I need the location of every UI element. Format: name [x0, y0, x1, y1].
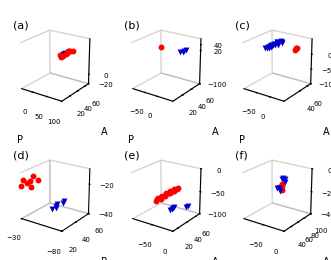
Y-axis label: A: A — [212, 127, 219, 137]
Y-axis label: A: A — [323, 257, 330, 260]
Text: (e): (e) — [124, 151, 140, 161]
Text: (d): (d) — [13, 151, 29, 161]
Y-axis label: A: A — [101, 127, 108, 137]
Y-axis label: A: A — [212, 257, 219, 260]
X-axis label: P: P — [128, 135, 134, 145]
Text: (a): (a) — [13, 21, 29, 31]
Y-axis label: P: P — [102, 257, 108, 260]
Y-axis label: A: A — [323, 127, 330, 137]
Text: (b): (b) — [124, 21, 140, 31]
Text: (c): (c) — [235, 21, 250, 31]
X-axis label: P: P — [17, 135, 23, 145]
Text: (f): (f) — [235, 151, 248, 161]
X-axis label: P: P — [239, 135, 245, 145]
